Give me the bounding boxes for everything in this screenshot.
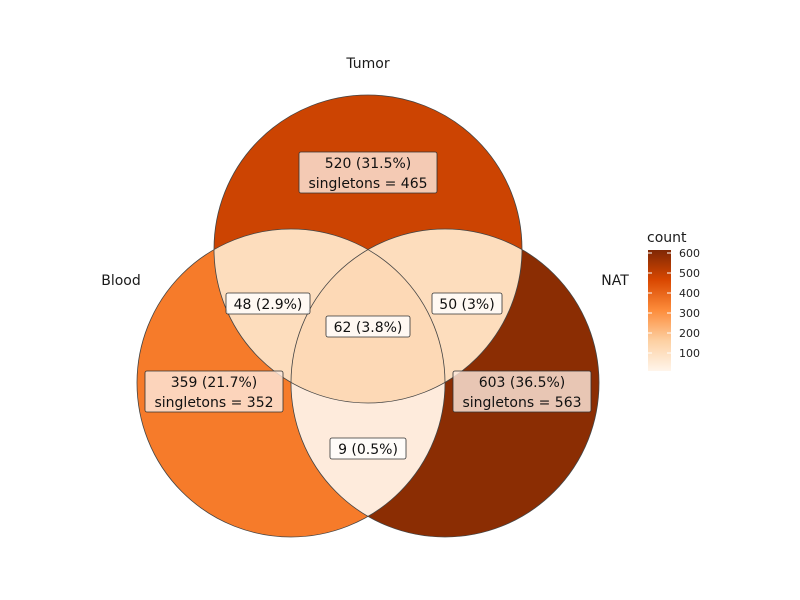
label-blood-only: 359 (21.7%) singletons = 352 (144, 370, 284, 413)
region-all-three (291, 229, 445, 403)
set-outlines (136, 94, 600, 538)
count-legend: count 100 200 300 400 500 600 (647, 230, 700, 371)
outline-tumor (213, 94, 523, 404)
label-tumor-nat: 50 (3%) (431, 292, 503, 315)
label-line1: 50 (3%) (439, 297, 494, 313)
label-box (431, 292, 503, 315)
label-line2: singletons = 465 (308, 176, 427, 192)
label-nat-only: 603 (36.5%) singletons = 563 (452, 370, 592, 413)
legend-colorbar (648, 250, 671, 371)
label-box (325, 315, 411, 338)
label-line1: 62 (3.8%) (334, 320, 403, 336)
set-label-blood: Blood (101, 273, 141, 289)
legend-tick-label: 100 (679, 347, 700, 360)
legend-tick-label: 400 (679, 287, 700, 300)
label-box (144, 370, 284, 413)
label-box (452, 370, 592, 413)
label-line1: 359 (21.7%) (171, 375, 258, 391)
legend-tick-label: 300 (679, 307, 700, 320)
legend-tick-marks (648, 252, 671, 354)
outline-nat (290, 228, 600, 538)
label-line2: singletons = 563 (462, 395, 581, 411)
legend-tick-label: 200 (679, 327, 700, 340)
label-tumor-blood: 48 (2.9%) (225, 292, 311, 315)
label-line1: 9 (0.5%) (338, 442, 398, 458)
label-line1: 603 (36.5%) (479, 375, 566, 391)
label-blood-nat: 9 (0.5%) (329, 437, 407, 460)
label-box (298, 151, 438, 194)
label-line1: 48 (2.9%) (234, 297, 303, 313)
label-tumor-only: 520 (31.5%) singletons = 465 (298, 151, 438, 194)
label-all-three: 62 (3.8%) (325, 315, 411, 338)
outline-blood (136, 228, 446, 538)
set-label-tumor: Tumor (345, 56, 390, 72)
legend-tick-label: 500 (679, 267, 700, 280)
label-box (225, 292, 311, 315)
set-label-nat: NAT (601, 273, 629, 289)
label-line2: singletons = 352 (154, 395, 273, 411)
label-line1: 520 (31.5%) (325, 156, 412, 172)
legend-tick-label: 600 (679, 247, 700, 260)
label-box (329, 437, 407, 460)
legend-title: count (647, 230, 687, 246)
